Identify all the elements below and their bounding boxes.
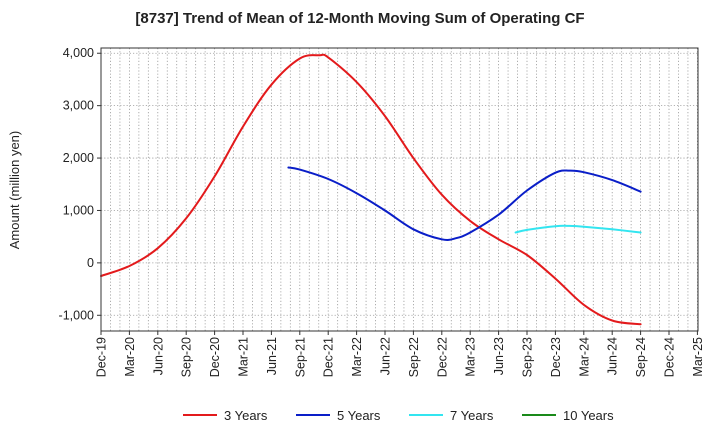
legend-label-5-years: 5 Years (337, 408, 381, 423)
series-layer (100, 53, 642, 326)
y-tick-label: 2,000 (63, 151, 94, 165)
series-line-5-years (287, 166, 642, 241)
y-axis: -1,000 0 1,000 2,000 3,000 4,000 (59, 46, 101, 322)
chart-title: [8737] Trend of Mean of 12-Month Moving … (135, 10, 585, 27)
x-tick-label: Sep-24 (634, 337, 648, 377)
x-tick-label: Mar-22 (350, 337, 364, 377)
plot-frame (100, 47, 699, 332)
legend: 3 Years 5 Years 7 Years 10 Years (183, 408, 614, 423)
x-tick-label: Mar-21 (237, 337, 251, 377)
y-axis-label: Amount (million yen) (7, 131, 22, 250)
y-tick-label: 0 (87, 256, 94, 270)
grid (100, 48, 698, 331)
x-tick-label: Dec-21 (322, 337, 336, 377)
x-tick-label: Jun-24 (606, 337, 620, 375)
legend-label-7-years: 7 Years (450, 408, 494, 423)
plot-area (101, 48, 698, 331)
x-tick-label: Mar-25 (691, 337, 705, 377)
x-tick-label: Dec-24 (663, 337, 677, 377)
legend-label-10-years: 10 Years (563, 408, 614, 423)
x-tick-label: Jun-22 (379, 337, 393, 375)
x-tick-label: Sep-22 (407, 337, 421, 377)
y-tick-label: -1,000 (59, 308, 94, 322)
x-tick-label: Dec-20 (208, 337, 222, 377)
y-tick-label: 3,000 (63, 99, 94, 113)
x-tick-label: Dec-23 (549, 337, 563, 377)
series-line-7-years (514, 224, 642, 234)
x-tick-label: Dec-19 (95, 337, 109, 377)
series-line-3-years (100, 53, 642, 326)
y-tick-label: 4,000 (63, 46, 94, 60)
x-axis: Dec-19 Mar-20 Jun-20 Sep-20 Dec-20 Mar-21 Jun-… (95, 331, 705, 377)
x-tick-label: Jun-20 (151, 337, 165, 375)
x-tick-label: Jun-23 (492, 337, 506, 375)
x-tick-label: Mar-24 (577, 337, 591, 377)
x-tick-label: Mar-20 (123, 337, 137, 377)
x-tick-label: Sep-21 (293, 337, 307, 377)
y-tick-label: 1,000 (63, 203, 94, 217)
x-tick-label: Sep-20 (180, 337, 194, 377)
legend-label-3-years: 3 Years (224, 408, 268, 423)
x-tick-label: Jun-21 (265, 337, 279, 375)
x-tick-label: Dec-22 (435, 337, 449, 377)
x-tick-label: Sep-23 (521, 337, 535, 377)
x-tick-label: Mar-23 (464, 337, 478, 377)
